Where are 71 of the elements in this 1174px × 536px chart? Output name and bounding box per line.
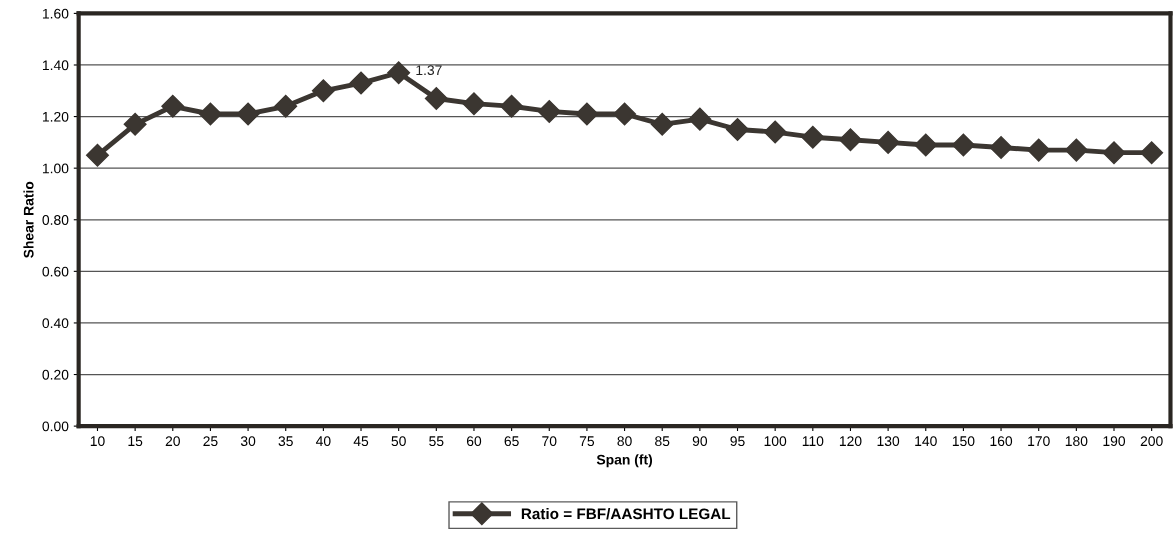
- x-tick-label: 85: [655, 436, 670, 447]
- y-tick-label: 1.20: [42, 111, 69, 122]
- y-tick-label: 0.40: [42, 318, 69, 329]
- x-tick-label: 45: [353, 436, 369, 447]
- point: [763, 120, 787, 144]
- x-tick-label: 170: [1028, 436, 1050, 447]
- point: [613, 102, 637, 126]
- x-tick-label: 120: [839, 436, 862, 447]
- x-tick-label: 190: [1103, 436, 1126, 447]
- x-tick-label: 30: [240, 436, 256, 447]
- x-axis-title: Span (ft): [596, 454, 653, 468]
- x-tick-label: 180: [1065, 436, 1088, 447]
- point: [424, 87, 448, 111]
- point: [537, 99, 561, 123]
- point: [1064, 138, 1088, 162]
- y-tick-label: 0.60: [42, 266, 69, 277]
- point: [1102, 141, 1126, 165]
- data-label: 1.37: [416, 65, 442, 76]
- y-tick-label: 1.00: [42, 163, 69, 174]
- x-tick-label: 10: [90, 436, 105, 447]
- x-tick-label: 40: [315, 436, 331, 447]
- point: [726, 117, 750, 141]
- point: [688, 107, 712, 131]
- point: [123, 112, 147, 136]
- point: [462, 92, 486, 116]
- point: [387, 61, 411, 85]
- x-tick-label: 55: [429, 436, 444, 447]
- legend-label: Ratio = FBF/AASHTO LEGAL: [521, 508, 731, 520]
- x-tick-label: 20: [165, 436, 180, 447]
- x-tick-label: 50: [391, 436, 406, 447]
- y-axis-title: Shear Ratio: [23, 181, 34, 258]
- x-tick-label: 15: [128, 436, 143, 447]
- point: [311, 79, 335, 103]
- point: [1027, 138, 1051, 162]
- point: [349, 71, 373, 95]
- x-tick-label: 75: [579, 436, 595, 447]
- point: [575, 102, 599, 126]
- point: [236, 102, 260, 126]
- x-tick-label: 200: [1140, 436, 1163, 447]
- y-tick-label: 0.00: [42, 421, 69, 432]
- x-tick-label: 150: [952, 436, 975, 447]
- point: [838, 128, 862, 152]
- y-tick-label: 0.80: [42, 215, 69, 225]
- x-tick-label: 35: [278, 436, 293, 447]
- x-tick-label: 90: [692, 436, 708, 447]
- x-tick-label: 65: [504, 436, 519, 447]
- point: [801, 125, 825, 149]
- x-tick-label: 80: [617, 436, 632, 447]
- point: [989, 136, 1013, 160]
- point: [650, 112, 674, 136]
- point: [876, 130, 900, 154]
- y-tick-label: 1.40: [42, 60, 69, 71]
- x-tick-label: 110: [802, 436, 824, 447]
- point: [198, 102, 222, 126]
- point: [914, 133, 938, 157]
- x-tick-label: 70: [542, 436, 557, 447]
- x-tick-label: 100: [764, 436, 787, 447]
- x-tick-label: 130: [877, 436, 900, 447]
- point: [951, 133, 975, 157]
- x-tick-label: 60: [466, 436, 482, 447]
- x-tick-label: 25: [203, 436, 218, 447]
- point: [274, 94, 298, 118]
- x-tick-label: 95: [730, 436, 745, 447]
- point: [1140, 141, 1164, 165]
- point: [161, 94, 185, 118]
- y-tick-label: 0.20: [42, 369, 69, 380]
- x-tick-label: 160: [990, 436, 1013, 447]
- point: [500, 94, 524, 118]
- x-tick-label: 140: [915, 436, 937, 447]
- point: [85, 143, 109, 167]
- y-tick-label: 1.60: [42, 8, 69, 19]
